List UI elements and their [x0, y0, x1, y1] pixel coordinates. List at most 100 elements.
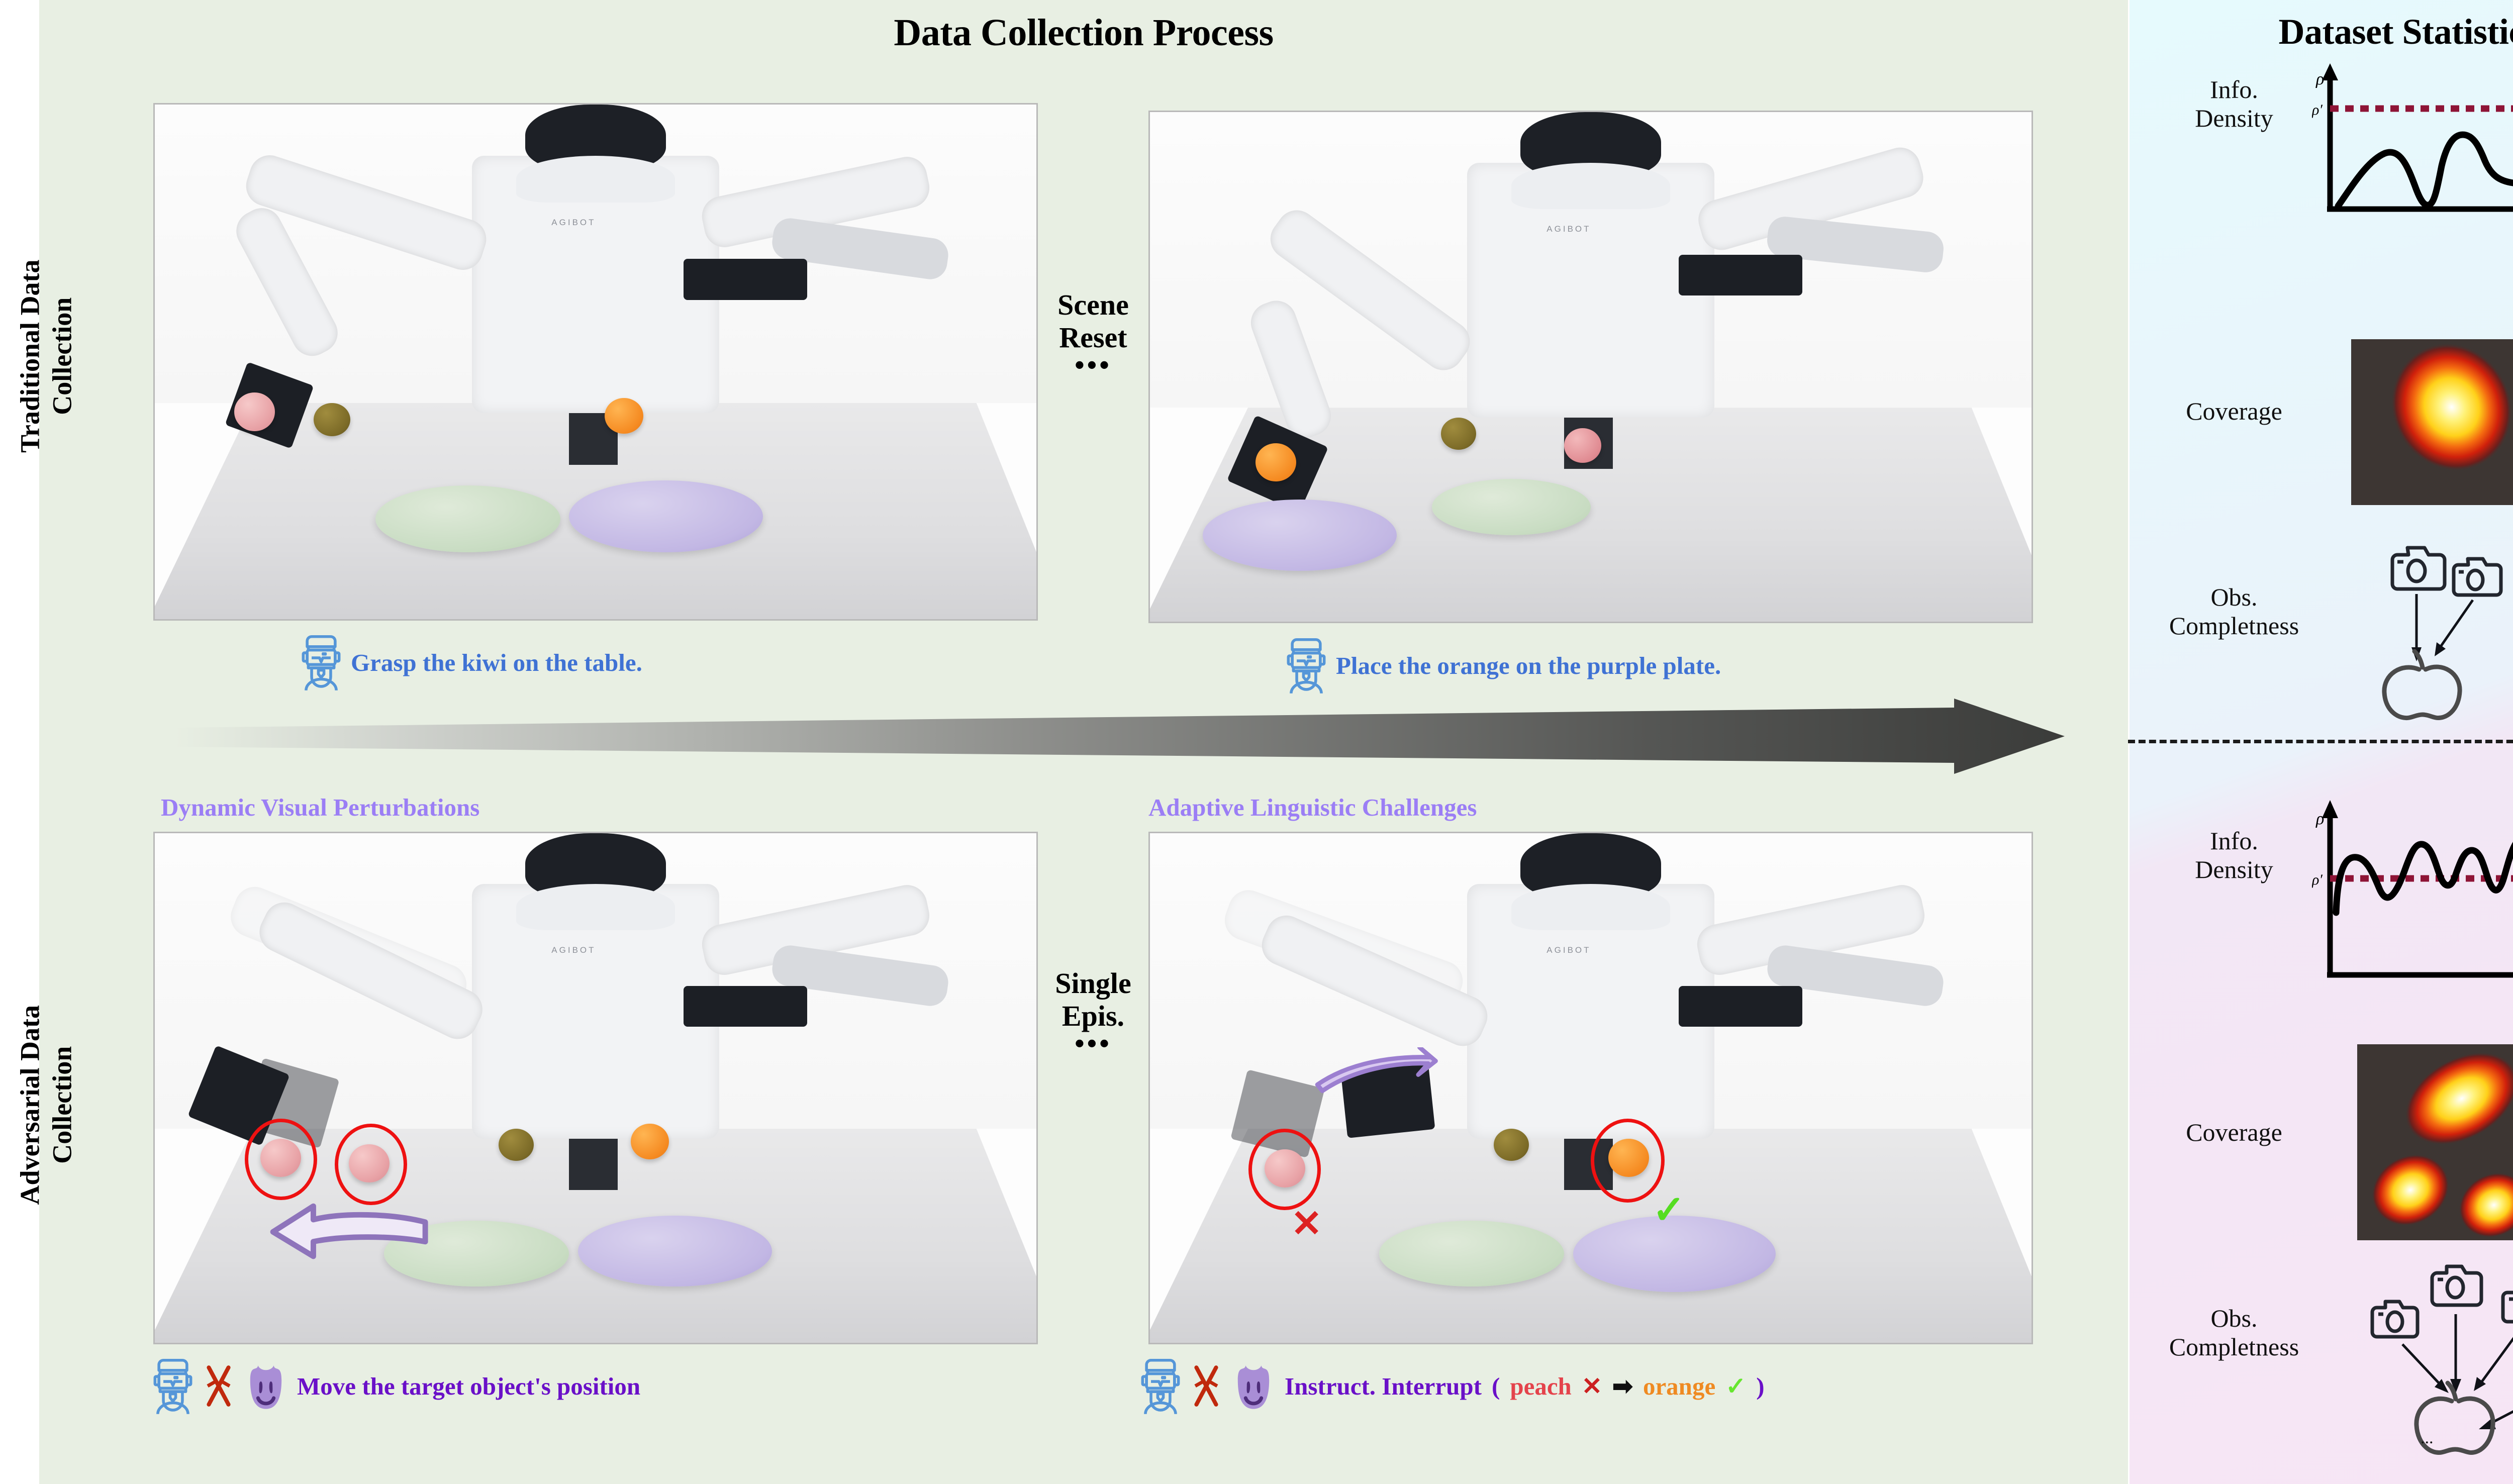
apple-icon — [2414, 1380, 2495, 1455]
scene-reset-label: Scene Reset ••• — [1033, 288, 1153, 379]
apple-icon — [2382, 649, 2462, 721]
vr-operator-icon — [1141, 1358, 1180, 1414]
caption-top-left-text: Grasp the kiwi on the table. — [351, 648, 642, 676]
single-episode-line2: Epis. — [1061, 999, 1125, 1032]
object-orange — [631, 1123, 669, 1159]
row-label-adversarial: Adversarial Data Collection — [14, 929, 78, 1281]
diagram-obs-completeness-traditional — [2382, 546, 2503, 721]
camera-icon — [2452, 557, 2503, 597]
highlight-circle-moved — [334, 1123, 407, 1206]
highlight-circle-wrong-target — [1248, 1129, 1321, 1211]
heatmap-coverage-traditional — [2351, 339, 2513, 505]
title-dataset-statistics: Dataset Statistics — [2278, 12, 2513, 52]
scene-adversarial-linguistic-challenge: AGIBOT ✕ ✓ — [1148, 832, 2033, 1344]
scene-traditional-grasp-kiwi: AGIBOT — [153, 103, 1038, 621]
row-label-adversarial-line2: Collection — [47, 1046, 77, 1164]
sublabel-dynamic-visual-perturbations: Dynamic Visual Perturbations — [161, 794, 480, 821]
stat-label-coverage-bottom: Coverage — [2151, 1118, 2317, 1147]
obs-line2: Completness — [2169, 612, 2299, 640]
single-episode-ellipsis: ••• — [1075, 1028, 1112, 1059]
scene-reset-line1: Scene — [1057, 288, 1129, 321]
crossed-swords-icon — [1194, 1365, 1218, 1407]
info-density-line2: Density — [2195, 104, 2273, 132]
object-apple — [1564, 428, 1602, 463]
obs-line1: Obs. — [2210, 1304, 2258, 1332]
info-density-line2: Density — [2195, 855, 2273, 883]
sublabel-adaptive-linguistic-challenges: Adaptive Linguistic Challenges — [1148, 794, 1477, 821]
stat-label-coverage-top: Coverage — [2151, 397, 2317, 426]
object-kiwi — [1440, 418, 1476, 450]
paren-close: ) — [1756, 1372, 1765, 1400]
paren-open: ( — [1491, 1372, 1500, 1400]
svg-text:ρ′: ρ′ — [2312, 871, 2323, 888]
highlight-circle-right-target — [1591, 1118, 1665, 1203]
highlight-circle-original — [244, 1118, 317, 1201]
purple-plate — [569, 480, 763, 552]
object-kiwi — [499, 1129, 534, 1161]
row-label-traditional-line2: Collection — [47, 297, 77, 415]
green-plate — [1432, 479, 1591, 535]
info-density-line1: Info. — [2210, 827, 2258, 855]
robot-brand-logo: AGIBOT — [1547, 945, 1591, 955]
object-orange — [604, 398, 643, 434]
object-peach — [234, 392, 275, 432]
object-orange — [1255, 443, 1297, 482]
green-plate — [375, 485, 560, 552]
single-episode-label: Single Epis. ••• — [1033, 967, 1153, 1059]
purple-plate — [1573, 1215, 1776, 1292]
right-mark-check: ✓ — [1652, 1187, 1686, 1232]
title-data-collection-process: Data Collection Process — [894, 12, 1274, 54]
row-label-traditional: Traditional Data Collection — [14, 180, 78, 532]
row-label-traditional-line1: Traditional Data — [15, 259, 45, 453]
chart-info-density-adversarial: ρ t ρ′ — [2312, 800, 2513, 978]
svg-text:ρ′: ρ′ — [2312, 102, 2323, 118]
wrong-instruction-word: peach — [1510, 1372, 1572, 1400]
move-arrow — [270, 1203, 428, 1259]
caption-bottom-left: Move the target object's position — [153, 1358, 640, 1414]
crossed-swords-icon — [207, 1365, 231, 1407]
camera-icon — [2501, 1291, 2513, 1324]
obs-ellipsis: ... — [2421, 1429, 2434, 1447]
info-density-line1: Info. — [2210, 75, 2258, 104]
right-mark-check-icon: ✓ — [1725, 1372, 1747, 1400]
scene-reset-line2: Reset — [1059, 321, 1127, 354]
coverage-label: Coverage — [2186, 1118, 2282, 1146]
caption-bottom-left-text: Move the target object's position — [297, 1372, 641, 1400]
caption-top-right: Place the orange on the purple plate. — [1287, 637, 1721, 694]
object-kiwi — [313, 403, 351, 437]
robot-brand-logo: AGIBOT — [1547, 224, 1591, 234]
stat-label-obs-completeness-bottom: Obs. Completness — [2151, 1304, 2317, 1361]
obs-line1: Obs. — [2210, 583, 2258, 611]
obs-line2: Completness — [2169, 1333, 2299, 1361]
caption-instruct-interrupt: Instruct. Interrupt — [1285, 1372, 1482, 1400]
green-plate — [1379, 1220, 1565, 1287]
caption-top-right-text: Place the orange on the purple plate. — [1336, 651, 1721, 679]
progression-arrow — [175, 699, 2065, 774]
stat-label-info-density-bottom: Info. Density — [2151, 827, 2317, 884]
vr-operator-icon — [153, 1358, 192, 1414]
devil-icon — [1237, 1365, 1270, 1409]
wrong-mark-x: ✕ — [1291, 1203, 1322, 1245]
vr-operator-icon — [302, 635, 341, 690]
row-label-adversarial-line1: Adversarial Data — [15, 1005, 45, 1205]
observation-arrow — [2411, 594, 2474, 661]
coverage-label: Coverage — [2186, 397, 2282, 425]
svg-text:ρ: ρ — [2315, 810, 2324, 828]
redirect-arrow — [1315, 1047, 1438, 1093]
stat-label-obs-completeness-top: Obs. Completness — [2151, 583, 2317, 640]
caption-top-left: Grasp the kiwi on the table. — [302, 634, 642, 690]
purple-plate — [577, 1215, 772, 1287]
scene-adversarial-visual-perturbation: AGIBOT — [153, 832, 1038, 1344]
correct-instruction-word: orange — [1642, 1372, 1716, 1400]
scene-traditional-place-orange: AGIBOT — [1148, 111, 2033, 623]
camera-icon — [2430, 1264, 2483, 1307]
transition-arrow-icon: ➡ — [1612, 1372, 1633, 1400]
camera-icon — [2390, 546, 2447, 591]
single-episode-line1: Single — [1055, 967, 1131, 1000]
robot-brand-logo: AGIBOT — [551, 945, 596, 955]
dashed-separator — [2128, 740, 2513, 743]
object-kiwi — [1494, 1129, 1529, 1161]
heatmap-coverage-adversarial — [2357, 1044, 2513, 1240]
vr-operator-icon — [1287, 638, 1326, 694]
